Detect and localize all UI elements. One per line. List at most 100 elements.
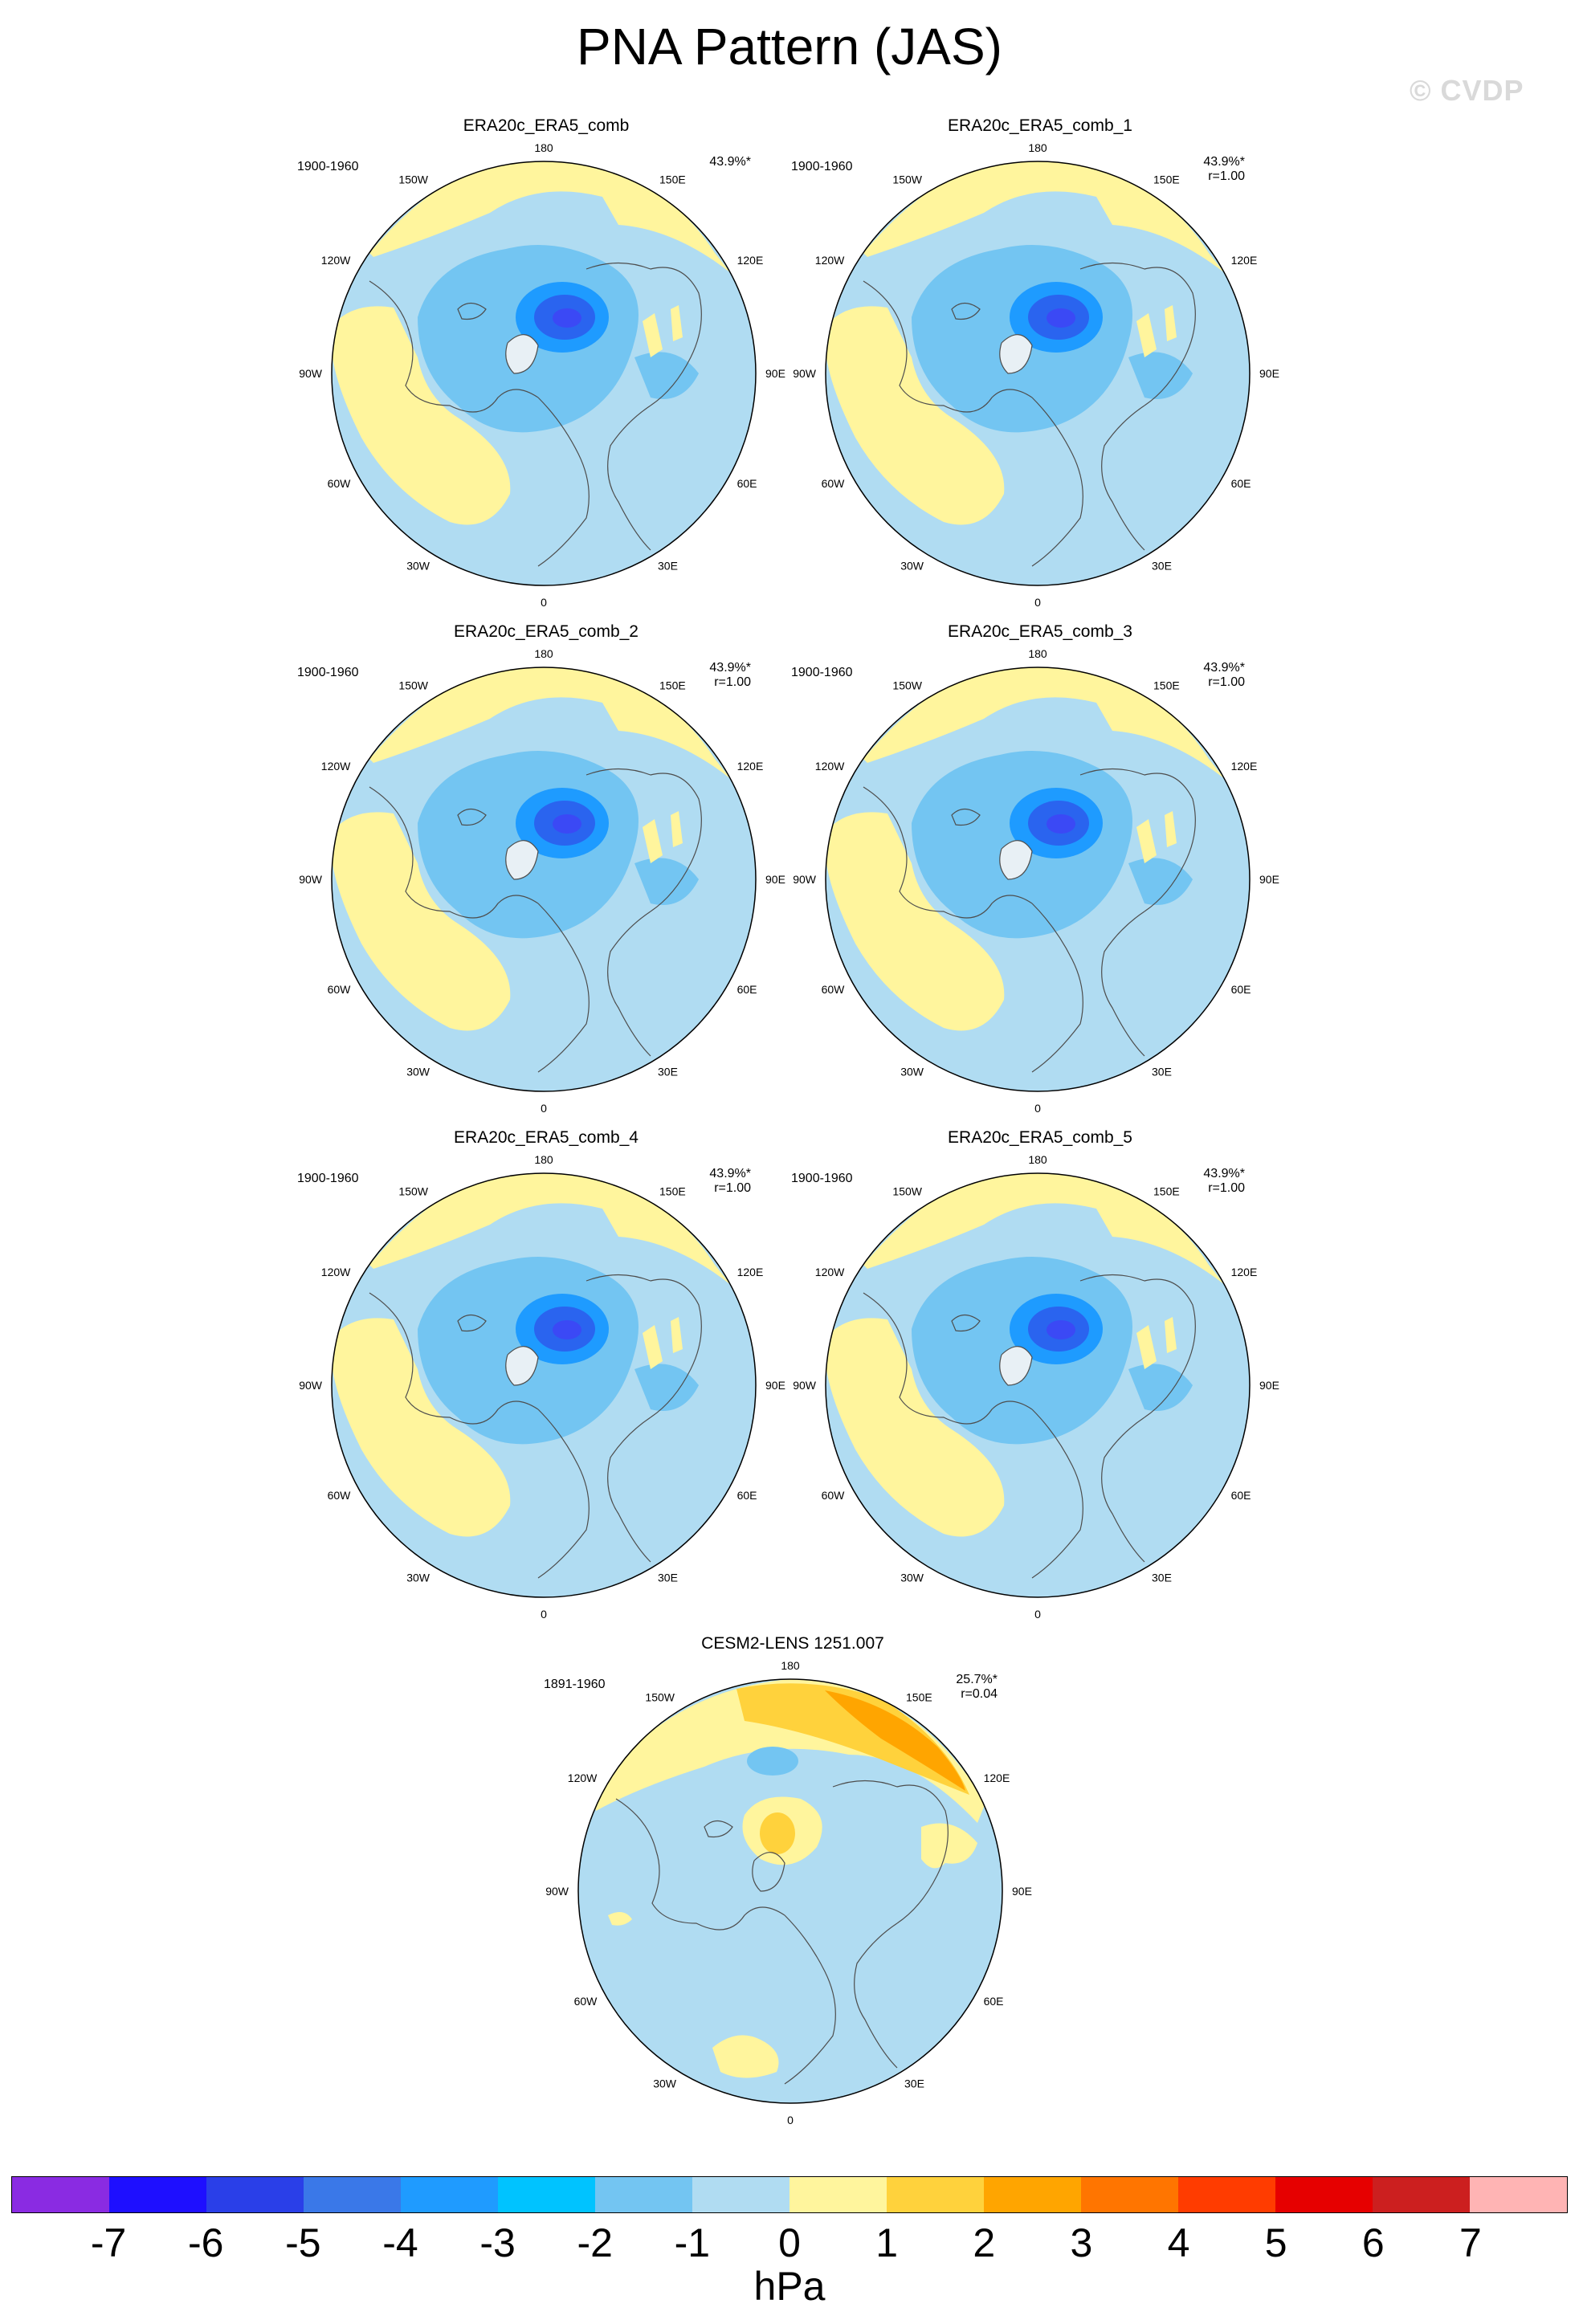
longitude-label: 60W xyxy=(328,1489,352,1502)
colorbar-tick-label: -4 xyxy=(382,2220,418,2265)
longitude-label: 120W xyxy=(321,1266,351,1278)
map-panel: 180 150E 120E 90E 60E 30E 0 30W 60W 90W 120W 150W CE… xyxy=(544,1634,1042,2132)
map-border xyxy=(577,1678,1003,2104)
figure-title: PNA Pattern (JAS) xyxy=(577,18,1002,75)
longitude-label: 90W xyxy=(299,873,323,886)
longitude-label: 30W xyxy=(900,1066,924,1078)
colorbar-box xyxy=(498,2177,595,2212)
longitude-label: 90W xyxy=(793,1379,817,1392)
colorbar-box xyxy=(304,2177,401,2212)
colorbar-box xyxy=(790,2177,887,2212)
panel-correlation: r=0.04 xyxy=(961,1687,998,1701)
longitude-label: 150W xyxy=(398,173,428,186)
longitude-label: 120W xyxy=(321,760,351,773)
colorbar-unit: hPa xyxy=(753,2264,826,2309)
longitude-label: 30E xyxy=(658,1572,678,1584)
longitude-label: 90W xyxy=(793,873,817,886)
polar-map: 180 150E 120E 90E 60E 30E 0 30W 60W 90W 120W 150W xyxy=(299,647,785,1115)
longitude-label: 30W xyxy=(900,560,924,573)
polar-map: 180 150E 120E 90E 60E 30E 0 30W 60W 90W 120W 150W xyxy=(299,141,785,609)
longitude-label: 90E xyxy=(765,367,785,380)
colorbar-tick-label: -5 xyxy=(285,2220,321,2265)
longitude-label: 60E xyxy=(1231,1489,1251,1502)
panel-title: CESM2-LENS 1251.007 xyxy=(701,1634,884,1653)
polar-map: 180 150E 120E 90E 60E 30E 0 30W 60W 90W 120W 150W xyxy=(299,1153,785,1621)
colorbar-tick-label: -2 xyxy=(577,2220,613,2265)
panel-title: ERA20c_ERA5_comb_4 xyxy=(454,1128,639,1147)
colorbar-tick-label: 7 xyxy=(1459,2220,1482,2265)
colorbar-box xyxy=(1275,2177,1373,2212)
colorbar-box xyxy=(109,2177,206,2212)
longitude-label: 90W xyxy=(299,1379,323,1392)
colorbar-tick-label: 0 xyxy=(778,2220,801,2265)
longitude-label: 0 xyxy=(541,1102,547,1115)
map-panel: 180 150E 120E 90E 60E 30E 0 30W 60W 90W 120W 150W ER… xyxy=(791,622,1289,1120)
colorbar-box xyxy=(1081,2177,1178,2212)
longitude-label: 120W xyxy=(815,760,845,773)
polar-map: 180 150E 120E 90E 60E 30E 0 30W 60W 90W 120W 150W xyxy=(793,647,1279,1115)
map-border xyxy=(825,1172,1251,1598)
longitude-label: 150E xyxy=(659,173,686,186)
longitude-label: 60W xyxy=(822,477,846,490)
longitude-label: 90W xyxy=(793,367,817,380)
panel-period: 1891-1960 xyxy=(544,1678,606,1691)
colorbar-tick-label: 1 xyxy=(875,2220,899,2265)
longitude-label: 120E xyxy=(1231,760,1258,773)
longitude-label: 120W xyxy=(815,254,845,267)
longitude-label: 150E xyxy=(1153,173,1180,186)
panel-variance-pct: 43.9%* xyxy=(1203,155,1245,169)
longitude-label: 0 xyxy=(541,1608,547,1621)
colorbar-box xyxy=(1178,2177,1275,2212)
longitude-label: 90E xyxy=(1259,1379,1279,1392)
longitude-label: 120E xyxy=(984,1772,1010,1784)
map-panel: 180 150E 120E 90E 60E 30E 0 30W 60W 90W 120W 150W ER… xyxy=(297,116,795,614)
longitude-label: 150E xyxy=(906,1690,932,1703)
longitude-label: 150E xyxy=(1153,1184,1180,1197)
longitude-label: 90E xyxy=(1012,1885,1032,1898)
colorbar-tick-label: -7 xyxy=(90,2220,127,2265)
panel-variance-pct: 43.9%* xyxy=(1203,661,1245,675)
panel-title: ERA20c_ERA5_comb_3 xyxy=(948,622,1132,641)
colorbar-tick-label: 5 xyxy=(1264,2220,1287,2265)
longitude-label: 120W xyxy=(321,254,351,267)
longitude-label: 60W xyxy=(328,477,352,490)
longitude-label: 60E xyxy=(737,983,757,996)
colorbar-tick-label: -3 xyxy=(479,2220,516,2265)
map-panel: 180 150E 120E 90E 60E 30E 0 30W 60W 90W 120W 150W ER… xyxy=(791,116,1289,614)
longitude-label: 60E xyxy=(737,477,757,490)
longitude-label: 0 xyxy=(1034,1102,1041,1115)
longitude-label: 30E xyxy=(1152,560,1172,573)
map-border xyxy=(331,1172,757,1598)
longitude-label: 180 xyxy=(534,141,553,154)
longitude-label: 90W xyxy=(545,1885,569,1898)
longitude-label: 90E xyxy=(1259,873,1279,886)
panel-variance-pct: 43.9%* xyxy=(709,661,751,675)
colorbar-box xyxy=(401,2177,498,2212)
colorbar-box xyxy=(887,2177,984,2212)
longitude-label: 0 xyxy=(787,2114,794,2126)
longitude-label: 60E xyxy=(737,1489,757,1502)
map-panel: 180 150E 120E 90E 60E 30E 0 30W 60W 90W 120W 150W ER… xyxy=(297,622,795,1120)
colorbar-tick-label: 2 xyxy=(973,2220,996,2265)
longitude-label: 30W xyxy=(653,2077,677,2090)
longitude-label: 30E xyxy=(1152,1066,1172,1078)
longitude-label: 60W xyxy=(822,1489,846,1502)
longitude-label: 150E xyxy=(659,1184,686,1197)
panel-period: 1900-1960 xyxy=(791,666,853,679)
longitude-label: 60W xyxy=(574,1995,598,2008)
colorbar-box xyxy=(984,2177,1081,2212)
panel-correlation: r=1.00 xyxy=(714,1181,751,1195)
colorbar-tick-label: -1 xyxy=(674,2220,711,2265)
colorbar-box xyxy=(12,2177,109,2212)
panel-variance-pct: 43.9%* xyxy=(1203,1167,1245,1180)
longitude-label: 150W xyxy=(892,679,922,691)
longitude-label: 120E xyxy=(737,760,764,773)
colorbar-box xyxy=(1470,2177,1567,2212)
colorbar-box xyxy=(1373,2177,1470,2212)
polar-map: 180 150E 120E 90E 60E 30E 0 30W 60W 90W 120W 150W xyxy=(793,141,1279,609)
longitude-label: 150W xyxy=(892,173,922,186)
longitude-label: 120E xyxy=(737,1266,764,1278)
colorbar-box xyxy=(206,2177,304,2212)
longitude-label: 90W xyxy=(299,367,323,380)
longitude-label: 180 xyxy=(1028,647,1047,660)
